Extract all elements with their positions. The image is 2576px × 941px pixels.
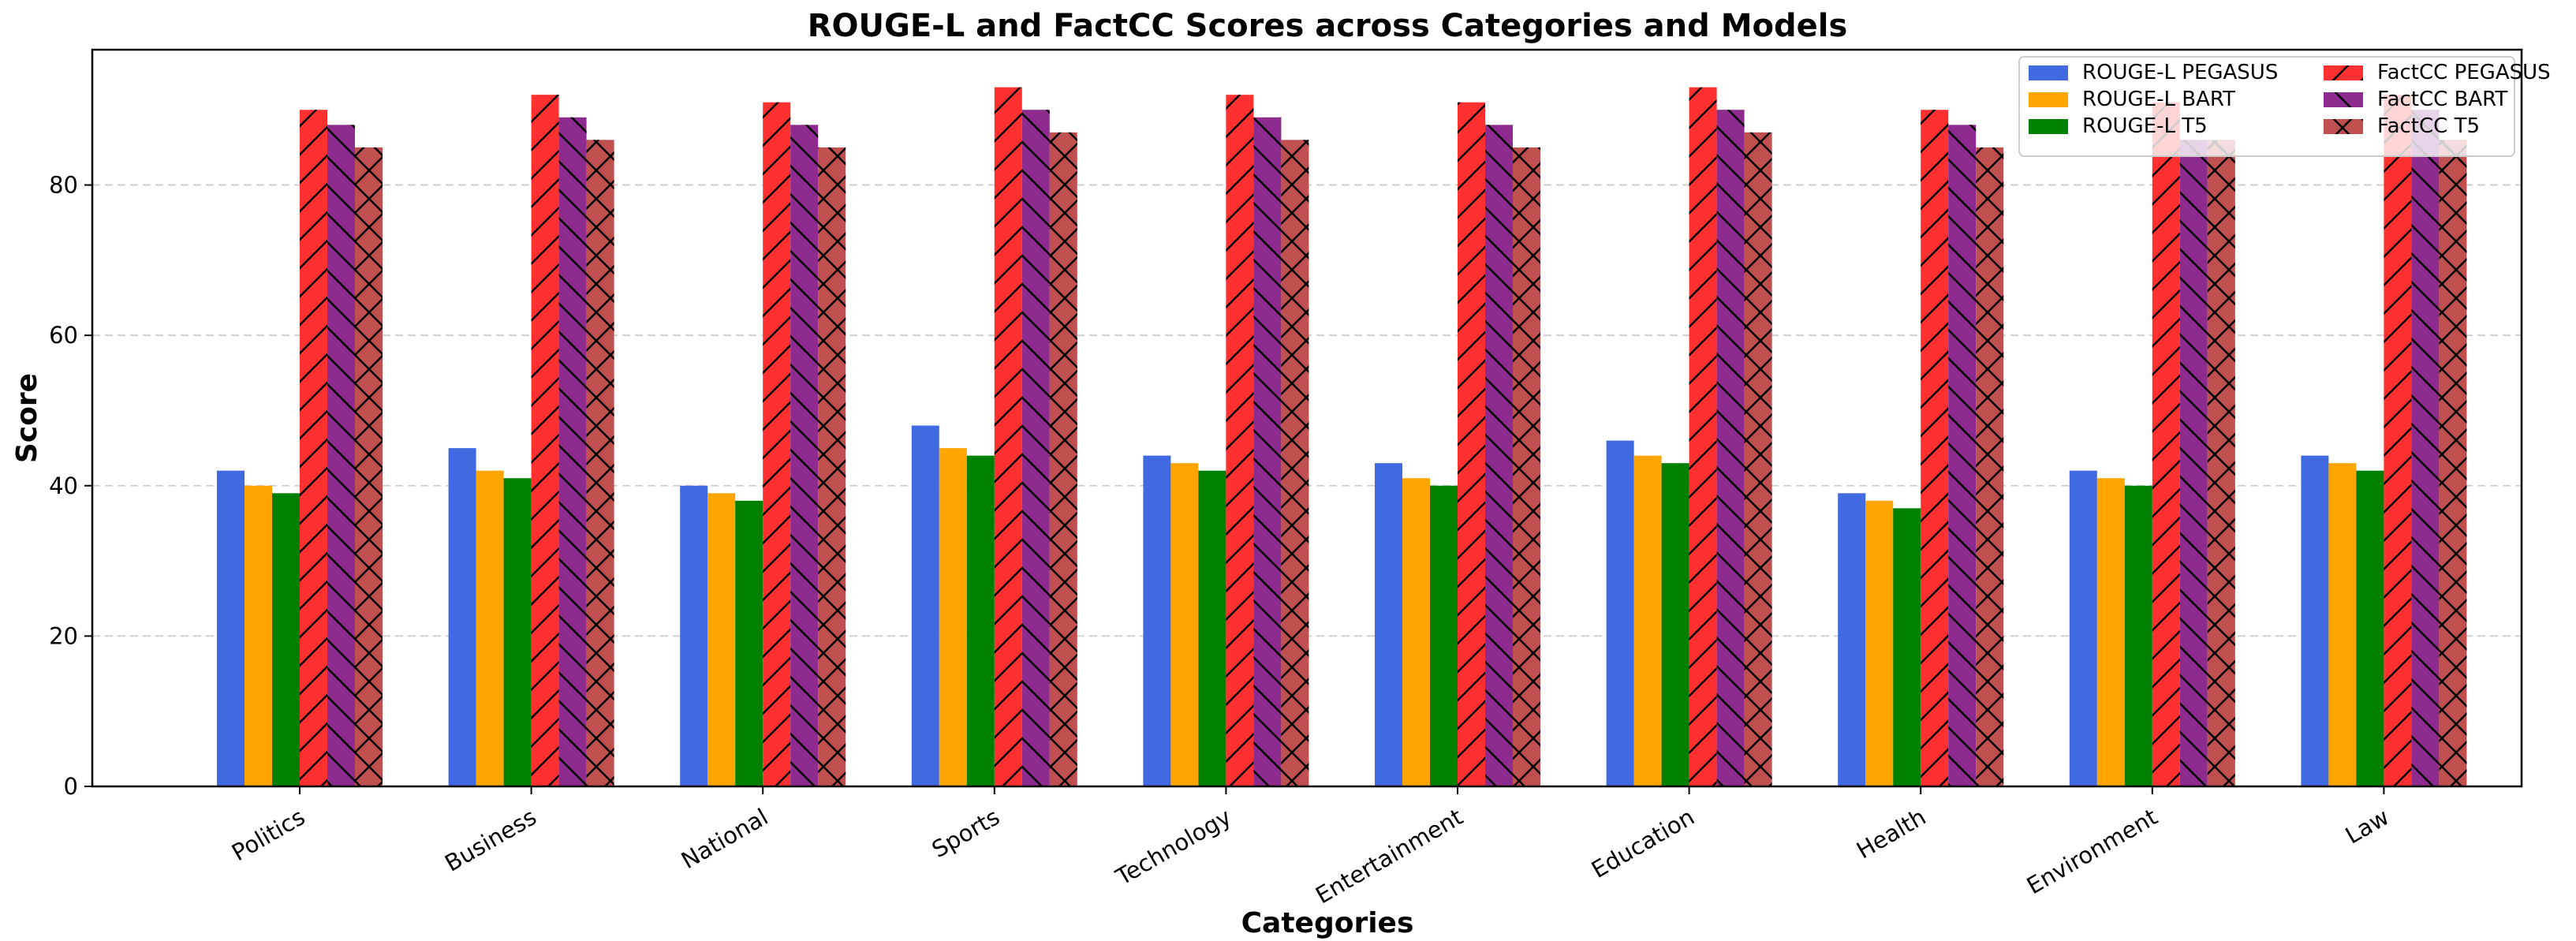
bar-hatch	[2384, 95, 2412, 787]
legend-swatch	[2029, 65, 2068, 80]
legend-label: FactCC T5	[2377, 114, 2480, 138]
legend-label: FactCC BART	[2377, 88, 2507, 111]
bar	[1198, 470, 1226, 786]
bar-hatch	[1948, 125, 1977, 786]
bar	[503, 478, 532, 786]
bars	[217, 87, 2467, 787]
y-axis-label: Score	[11, 373, 43, 463]
bar-hatch	[1485, 125, 1513, 786]
bar	[2328, 463, 2357, 786]
legend-frame	[2018, 56, 2515, 157]
bar	[2301, 455, 2329, 786]
bar-hatch	[558, 117, 587, 786]
x-axis-label: Categories	[1241, 907, 1414, 939]
bar	[476, 470, 504, 786]
x-tick-label: Business	[440, 803, 541, 876]
bar	[1865, 500, 1894, 786]
chart-title: ROUGE-L and FactCC Scores across Categor…	[808, 8, 1848, 44]
x-tick-label: Environment	[2022, 803, 2162, 899]
bar-hatch	[2411, 110, 2440, 787]
x-tick-label: Technology	[1111, 803, 1236, 891]
bar-hatch	[1226, 95, 1254, 787]
y-tick-label: 80	[49, 172, 78, 199]
bar	[2124, 485, 2152, 786]
legend-label: ROUGE-L BART	[2082, 88, 2235, 111]
bar-hatch	[2439, 140, 2467, 787]
legend-label: ROUGE-L T5	[2082, 114, 2208, 138]
bar	[939, 448, 967, 786]
bar-hatch	[1744, 132, 1772, 786]
bar-hatch	[1921, 110, 1949, 787]
bar-hatch	[1281, 140, 1309, 787]
bar	[680, 485, 708, 786]
bar-hatch	[994, 87, 1022, 786]
bar-hatch	[1716, 110, 1745, 787]
legend-swatch	[2029, 119, 2068, 134]
bar-hatch	[763, 102, 791, 786]
y-tick-label: 0	[64, 773, 78, 800]
bar-hatch	[586, 140, 614, 787]
legend-swatch-hatch	[2324, 92, 2363, 107]
bar-hatch	[1513, 147, 1540, 787]
bar	[1606, 440, 1634, 786]
legend-label: FactCC PEGASUS	[2377, 61, 2551, 84]
bar-hatch	[818, 147, 846, 787]
bar	[1375, 463, 1402, 786]
bar-hatch	[1689, 87, 1717, 786]
bar	[1838, 493, 1866, 786]
x-tick-label: Law	[2341, 803, 2394, 849]
bar	[1143, 455, 1171, 786]
bar	[735, 500, 763, 786]
bar-hatch	[2207, 140, 2235, 787]
bar	[966, 455, 995, 786]
x-tick-label: Education	[1587, 803, 1699, 883]
x-tick-label: Entertainment	[1311, 803, 1467, 909]
legend-swatch-hatch	[2324, 65, 2363, 80]
bar	[448, 448, 476, 786]
x-tick-label: National	[677, 803, 773, 874]
bar	[2096, 478, 2125, 786]
plot-frame	[91, 48, 2523, 788]
bar-hatch	[1253, 117, 1282, 786]
bar-hatch	[2179, 140, 2208, 787]
y-axis: 0 20 40 60 80	[49, 172, 92, 800]
bar-hatch	[2152, 102, 2180, 786]
bar-hatch	[1049, 132, 1077, 786]
legend-label: ROUGE-L PEGASUS	[2082, 61, 2278, 84]
bar	[1430, 485, 1458, 786]
bar-hatch	[1976, 147, 2004, 787]
bar	[1170, 463, 1199, 786]
bar	[1402, 478, 1430, 786]
bar	[1661, 463, 1689, 786]
bar	[245, 485, 272, 786]
x-tick-label: Health	[1852, 803, 1930, 864]
bar	[1893, 508, 1921, 786]
bar	[272, 493, 300, 786]
bar-hatch	[531, 95, 559, 787]
bar-hatch	[327, 125, 355, 786]
legend-swatch	[2029, 92, 2068, 107]
bar	[707, 493, 736, 786]
x-tick-label: Politics	[227, 803, 309, 866]
y-tick-label: 60	[49, 322, 78, 349]
x-axis: Politics Business National Sports Technology…	[227, 786, 2394, 909]
bar	[2356, 470, 2384, 786]
bar	[217, 470, 245, 786]
bar-hatch	[790, 125, 819, 786]
bar	[911, 425, 939, 786]
bar-hatch	[355, 147, 383, 787]
legend: ROUGE-L PEGASUS ROUGE-L BART ROUGE-L T5 Fac…	[2018, 56, 2551, 157]
legend-swatch-hatch	[2324, 119, 2363, 134]
y-tick-label: 40	[49, 472, 78, 499]
x-tick-label: Sports	[928, 803, 1005, 863]
bar-hatch	[1021, 110, 1050, 787]
bar-hatch	[1458, 102, 1485, 786]
bar	[1633, 455, 1662, 786]
y-tick-label: 20	[49, 622, 78, 649]
bar	[2069, 470, 2097, 786]
bar-hatch	[300, 110, 327, 787]
